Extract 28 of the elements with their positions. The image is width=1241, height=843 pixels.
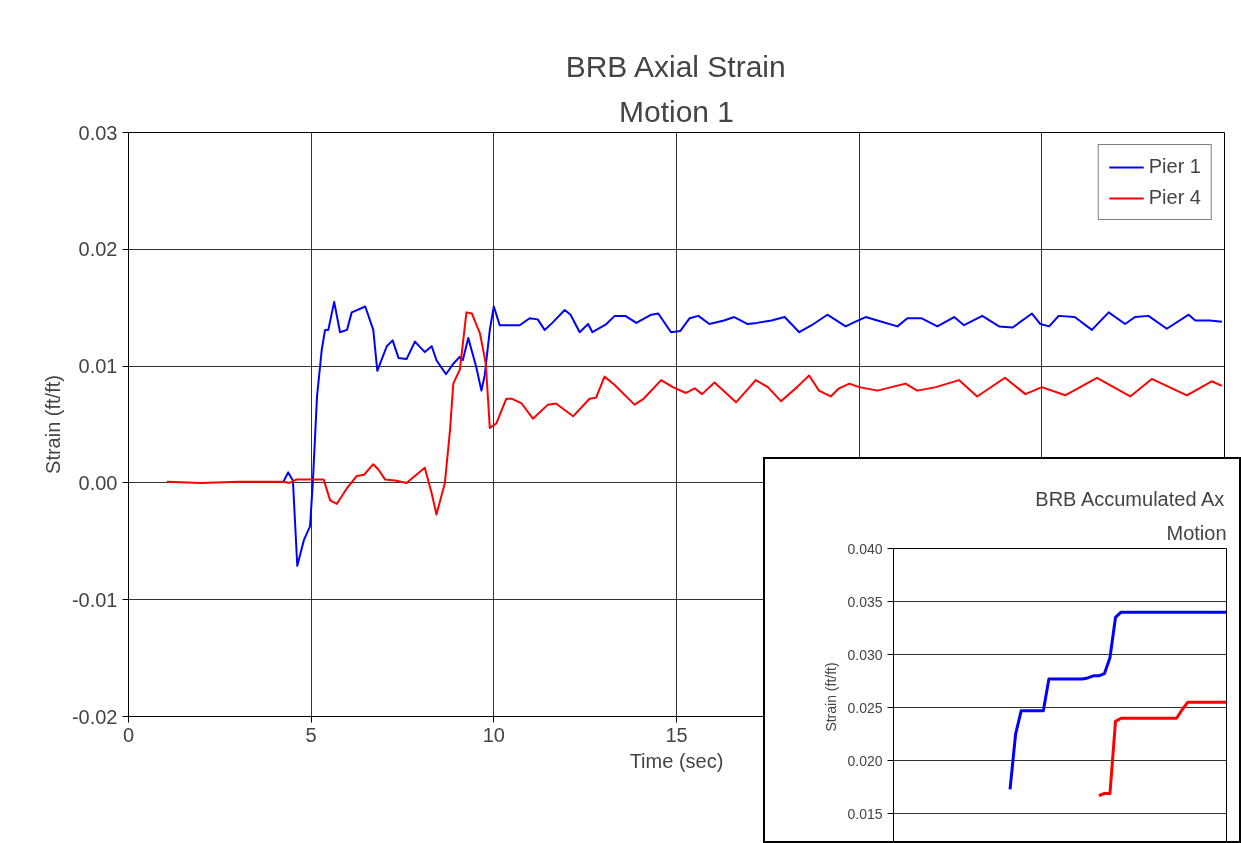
line-series (1097, 700, 1227, 798)
y-axis-title: Strain (ft/ft) (823, 662, 840, 732)
x-tick-label: 5 (305, 723, 317, 746)
y-tick-label: 0.00 (78, 471, 118, 494)
y-tick-label: 0.03 (78, 121, 118, 144)
line-series (1008, 610, 1227, 791)
legend-label: Pier 4 (1148, 186, 1201, 209)
line-series (165, 311, 1223, 516)
chart-title: BRB Axial Strain (565, 49, 786, 83)
y-tick-label: 0.025 (847, 699, 883, 716)
y-tick-label: -0.02 (71, 705, 118, 728)
y-tick-label: 0.030 (847, 646, 883, 663)
x-tick-label: 0 (122, 723, 135, 746)
y-tick-label: 0.035 (847, 593, 883, 610)
chart-subtitle: Motion 1 (618, 94, 735, 128)
y-axis-title: Strain (ft/ft) (41, 375, 64, 474)
x-axis-title: Time (sec) (629, 749, 724, 772)
chart-subtitle: Motion (1166, 521, 1227, 544)
legend-label: Pier 1 (1148, 155, 1201, 178)
x-tick-label: 15 (665, 723, 688, 746)
y-tick-label: 0.040 (847, 540, 883, 557)
y-tick-label: 0.01 (78, 355, 118, 378)
y-tick-label: 0.02 (78, 238, 118, 261)
y-tick-label: 0.020 (847, 752, 883, 769)
x-tick-label: 10 (482, 723, 505, 746)
y-tick-label: 0.015 (847, 805, 883, 822)
chart-title: BRB Accumulated Ax (1035, 487, 1225, 510)
y-tick-label: -0.01 (71, 588, 118, 611)
